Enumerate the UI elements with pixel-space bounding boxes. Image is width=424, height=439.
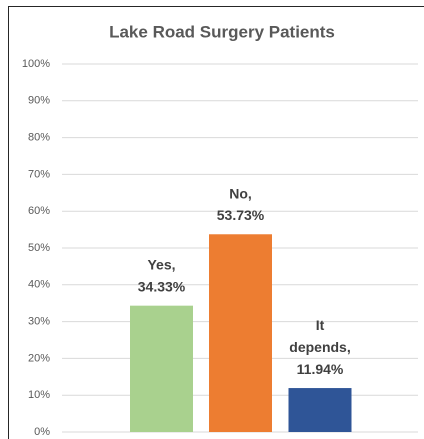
y-tick-label: 50% bbox=[28, 242, 50, 254]
y-tick-label: 10% bbox=[28, 389, 50, 401]
category-label: Yes, bbox=[147, 256, 175, 272]
y-tick-label: 30% bbox=[28, 316, 50, 328]
y-tick-label: 70% bbox=[28, 168, 50, 180]
y-tick-label: 60% bbox=[28, 205, 50, 217]
data-label: 34.33% bbox=[138, 278, 186, 294]
chart-title: Lake Road Surgery Patients bbox=[109, 22, 335, 41]
category-label: No, bbox=[229, 185, 252, 201]
bar bbox=[130, 305, 193, 432]
y-tick-label: 90% bbox=[28, 95, 50, 107]
bar bbox=[209, 234, 272, 432]
bar bbox=[288, 388, 352, 432]
y-tick-label: 100% bbox=[22, 58, 50, 70]
data-label: 53.73% bbox=[217, 207, 265, 223]
y-tick-label: 0% bbox=[34, 426, 50, 438]
y-tick-label: 80% bbox=[28, 132, 50, 144]
category-label: It depends, bbox=[289, 317, 350, 355]
y-tick-label: 40% bbox=[28, 279, 50, 291]
y-tick-label: 20% bbox=[28, 352, 50, 364]
data-label: 11.94% bbox=[297, 361, 344, 377]
